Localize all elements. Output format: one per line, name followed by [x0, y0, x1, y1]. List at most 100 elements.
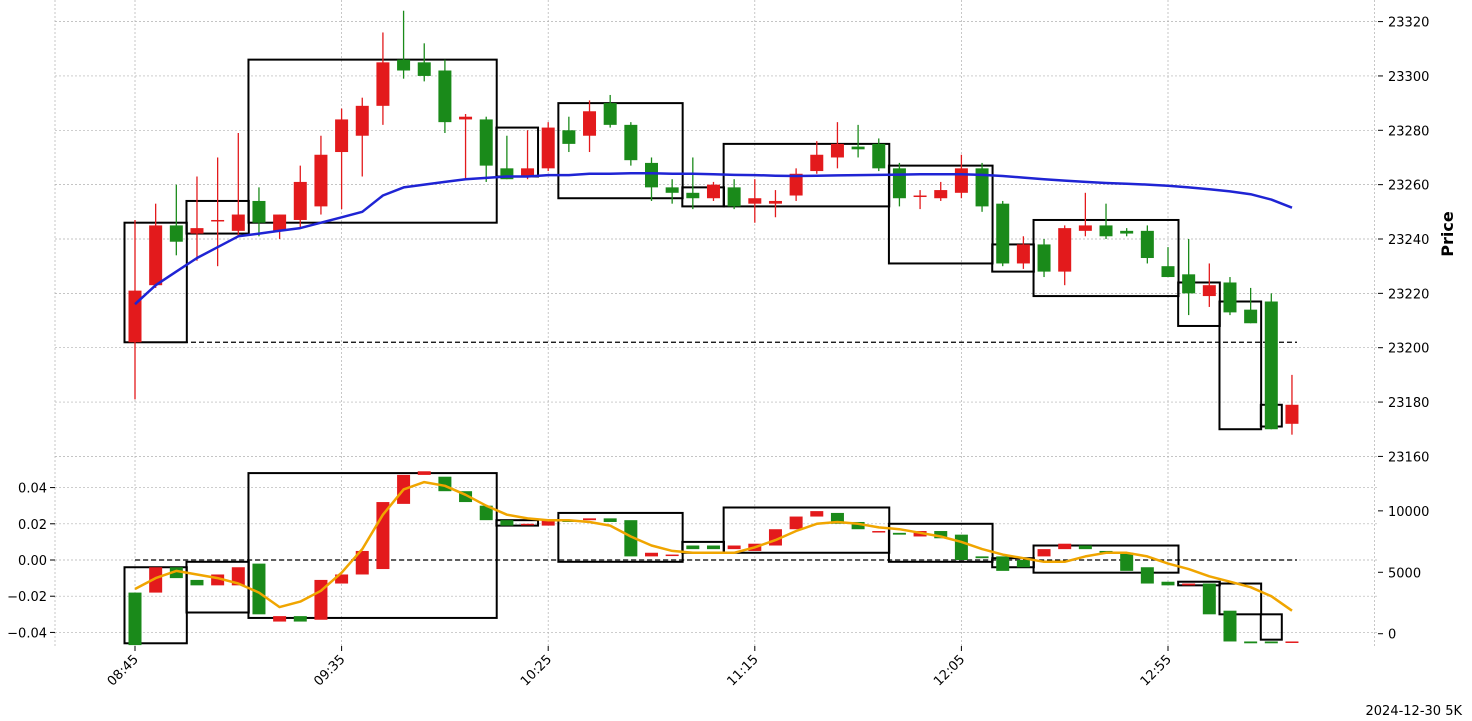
oscillator-bar — [252, 563, 266, 615]
price-tick-label: 23220 — [1388, 287, 1429, 302]
oscillator-line-layer — [134, 480, 1293, 612]
oscillator-bar — [624, 520, 638, 557]
oscillator-bar — [459, 491, 473, 503]
oscillator-bar — [583, 518, 597, 521]
candle-body — [128, 290, 142, 343]
oscillator-bar — [727, 545, 741, 550]
candle-body — [1223, 282, 1237, 313]
price-tick-label: 23200 — [1388, 342, 1429, 357]
price-tick-label: 23300 — [1388, 70, 1429, 85]
oscillator-bar — [169, 567, 183, 579]
oscillator-bar — [273, 616, 287, 622]
time-tick-label: 12:05 — [931, 652, 968, 689]
moving-average-line — [134, 171, 1293, 306]
price-candles — [128, 10, 1299, 435]
candle-body — [665, 187, 679, 193]
oscillator-bar — [810, 511, 824, 517]
oscillator-bar — [789, 516, 803, 530]
price-tick-label: 23180 — [1388, 396, 1429, 411]
candle-body — [314, 154, 328, 207]
candle-body — [913, 195, 927, 198]
oscillator-bar — [231, 567, 245, 586]
oscillator-bar — [872, 531, 886, 533]
oscillator-tick-label: 0.00 — [18, 554, 47, 569]
price-tick-label: 23260 — [1388, 179, 1429, 194]
price-box — [557, 102, 684, 200]
candle-body — [1016, 244, 1030, 264]
candle-body — [293, 181, 307, 220]
oscillator-bar — [954, 534, 968, 560]
oscillator-bar — [1120, 552, 1134, 571]
oscillator-bar — [500, 520, 514, 526]
candle-body — [211, 219, 225, 222]
candle-body — [1140, 230, 1154, 259]
price-tick-label: 23240 — [1388, 233, 1429, 248]
price-box — [1218, 300, 1263, 431]
oscillator-bar — [211, 574, 225, 586]
oscillator-bar — [541, 520, 555, 526]
oscillator-bar — [417, 471, 431, 475]
oscillator-bar — [1037, 549, 1051, 557]
oscillator-bar — [934, 531, 948, 539]
oscillator-bar — [1058, 543, 1072, 550]
oscillator-bar — [892, 532, 906, 535]
candle-body — [231, 214, 245, 231]
candle-body — [954, 168, 968, 193]
candle-body — [872, 143, 886, 169]
candle-body — [1037, 244, 1051, 272]
candle-body — [1078, 225, 1092, 231]
candle-body — [583, 111, 597, 136]
candle-body — [996, 203, 1010, 264]
candle-body — [603, 103, 617, 125]
oscillator-bar — [1140, 567, 1154, 584]
candle-body — [1285, 404, 1299, 424]
candle-body — [562, 130, 576, 144]
oscillator-bars — [128, 471, 1299, 646]
price-axis-label: Price — [1438, 211, 1457, 257]
oscillator-bar — [1264, 641, 1278, 644]
volume-tick-label: 0 — [1388, 628, 1396, 643]
oscillator-bar — [665, 554, 679, 557]
oscillator-bar — [603, 518, 617, 522]
candle-body — [1058, 228, 1072, 272]
oscillator-bar — [1182, 583, 1196, 586]
oscillator-bar — [479, 505, 493, 521]
consolidation-boxes — [123, 58, 1283, 645]
candle-body — [892, 168, 906, 199]
grid-lines — [54, 0, 1378, 646]
candle-body — [645, 162, 658, 188]
price-box — [887, 164, 994, 265]
candle-body — [624, 124, 638, 161]
candle-body — [789, 173, 803, 196]
candle-body — [686, 192, 700, 199]
oscillator-tick-label: −0.02 — [7, 590, 47, 605]
oscillator-bar — [293, 616, 307, 622]
oscillator-bar — [1285, 641, 1299, 643]
candle-body — [459, 116, 473, 120]
oscillator-bar — [128, 592, 142, 646]
volume-tick-label: 5000 — [1388, 566, 1421, 581]
candle-body — [934, 190, 948, 199]
candle-body — [541, 127, 555, 169]
moving-average-layer — [134, 171, 1293, 306]
oscillator-bar — [851, 521, 865, 530]
time-tick-label: 08:45 — [105, 652, 142, 689]
oscillator-bar — [1223, 610, 1237, 642]
candle-body — [376, 62, 390, 106]
candle-body — [500, 168, 514, 180]
volume-tick-label: 10000 — [1388, 505, 1429, 520]
candle-body — [1161, 266, 1175, 278]
oscillator-bar — [335, 574, 349, 584]
oscillator-bar — [190, 579, 204, 586]
oscillator-box — [887, 522, 994, 563]
candle-body — [768, 200, 782, 204]
candle-body — [1120, 230, 1134, 234]
time-tick-label: 09:35 — [311, 652, 348, 689]
candle-body — [252, 200, 266, 223]
oscillator-bar — [996, 556, 1010, 571]
oscillator-bar — [686, 545, 700, 550]
oscillator-bar — [1161, 581, 1175, 586]
candle-body — [851, 146, 865, 150]
candle-body — [810, 154, 824, 172]
time-tick-label: 10:25 — [518, 652, 555, 689]
